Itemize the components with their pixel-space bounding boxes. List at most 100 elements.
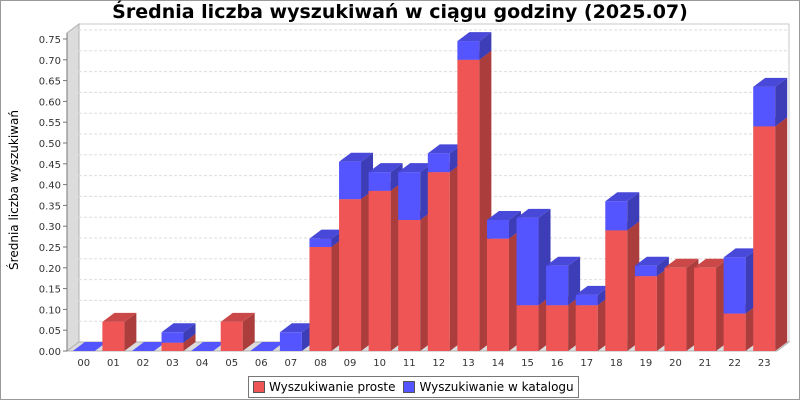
- x-tick-label: 02: [137, 358, 150, 369]
- bar-simple-front: [368, 190, 391, 351]
- bar-simple-front: [546, 305, 569, 351]
- y-tick-label: 0.55: [39, 118, 61, 129]
- bar-catalog-side: [775, 77, 788, 127]
- bar-catalog-top: [309, 229, 344, 239]
- y-tick-label: 0.35: [39, 201, 61, 212]
- y-tick-label: 0.00: [39, 347, 61, 358]
- bar-simple-front: [516, 305, 539, 351]
- legend-item-catalog: Wyszukiwanie w katalogu: [403, 380, 574, 394]
- bar-catalog-front: [605, 201, 628, 231]
- bar-simple-side: [242, 312, 255, 351]
- gridline-side: [66, 216, 80, 227]
- bar-catalog-top: [427, 144, 462, 154]
- bar-catalog-front: [161, 332, 184, 343]
- gridline-side: [66, 71, 80, 81]
- legend-swatch-simple: [253, 381, 265, 393]
- bar-catalog-top: [753, 77, 788, 87]
- y-tick-label: 0.10: [39, 305, 61, 316]
- x-tick-label: 21: [699, 358, 712, 369]
- gridline-side: [66, 195, 80, 206]
- bar-catalog-front: [309, 238, 332, 247]
- y-tick-label: 0.75: [39, 35, 61, 46]
- bar-catalog-top: [339, 152, 374, 162]
- gridline-side: [66, 299, 80, 310]
- gridline-side: [66, 92, 80, 102]
- gridline-side: [66, 258, 80, 269]
- gridline-side: [66, 29, 80, 40]
- gridline-side: [66, 112, 80, 123]
- x-tick-label: 03: [166, 358, 179, 369]
- bar-simple-front: [427, 172, 450, 351]
- bar-zero-top: [131, 342, 166, 351]
- bar-catalog-side: [479, 32, 492, 60]
- gridline-side: [66, 320, 80, 331]
- x-tick-label: 08: [314, 358, 327, 369]
- y-tick-label: 0.45: [39, 160, 61, 171]
- y-tick-label: 0.65: [39, 77, 61, 88]
- bar-zero-top: [72, 342, 107, 351]
- y-tick-label: 0.25: [39, 243, 61, 254]
- bar-catalog-top: [161, 323, 196, 333]
- bar-catalog-top: [368, 163, 403, 173]
- x-tick-label: 10: [373, 358, 386, 369]
- bar-catalog-front: [339, 161, 362, 200]
- x-tick-label: 17: [580, 358, 593, 369]
- x-tick-label: 01: [107, 358, 120, 369]
- bar-simple-side: [183, 333, 196, 351]
- bar-simple-front: [398, 219, 421, 351]
- y-tick-label: 0.70: [39, 56, 61, 67]
- gridline-side: [66, 279, 80, 290]
- bar-catalog-top: [457, 32, 492, 42]
- bar-simple-top: [664, 258, 699, 268]
- bar-catalog-top: [398, 163, 433, 173]
- bar-simple-front: [664, 267, 687, 351]
- x-tick-label: 11: [403, 358, 416, 369]
- x-tick-label: 13: [462, 358, 475, 369]
- bar-catalog-top: [634, 256, 669, 266]
- bar-catalog-top: [546, 256, 581, 266]
- bar-catalog-front: [753, 86, 776, 127]
- bar-catalog-front: [457, 41, 480, 60]
- bar-catalog-top: [516, 208, 551, 218]
- bar-catalog-side: [568, 256, 581, 306]
- x-tick-label: 06: [255, 358, 268, 369]
- gridline-side: [66, 175, 80, 186]
- bar-simple-front: [102, 321, 125, 351]
- y-tick-label: 0.30: [39, 222, 61, 233]
- x-tick-label: 12: [432, 358, 445, 369]
- x-axis-ticks: 00 01 02 03 04 05 06 07 08 09 10 11 12 13 14 15 16 17 18 19…: [77, 358, 770, 369]
- x-tick-label: 23: [758, 358, 771, 369]
- bar-catalog-front: [723, 257, 746, 314]
- bar-simple-front: [309, 247, 332, 351]
- legend-label-catalog: Wyszukiwanie w katalogu: [419, 380, 574, 394]
- bar-catalog-top: [279, 323, 314, 333]
- legend-label-simple: Wyszukiwanie proste: [269, 380, 396, 394]
- gridline-side: [66, 133, 80, 144]
- x-tick-label: 07: [285, 358, 298, 369]
- bar-catalog-side: [183, 323, 196, 343]
- bar-simple-front: [753, 126, 776, 351]
- bar-simple-front: [486, 238, 509, 351]
- bar-catalog-top: [723, 248, 758, 258]
- bar-simple-top: [220, 312, 255, 322]
- x-tick-label: 22: [728, 358, 741, 369]
- bar-simple-front: [220, 321, 243, 351]
- bar-catalog-front: [575, 294, 598, 306]
- bar-catalog-front: [546, 265, 569, 306]
- bar-catalog-top: [605, 192, 640, 202]
- bar-simple-front: [575, 305, 598, 351]
- bar-catalog-front: [368, 172, 391, 191]
- bar-simple-front: [161, 342, 184, 351]
- bar-catalog-side: [627, 192, 640, 231]
- x-tick-label: 00: [77, 358, 90, 369]
- bar-catalog-front: [634, 265, 657, 277]
- x-tick-label: 19: [640, 358, 653, 369]
- bar-simple-front: [694, 267, 717, 351]
- y-axis-ticks: 0.00 0.05 0.10 0.15 0.20 0.25 0.30 0.35 0.40 0.45…: [39, 33, 68, 358]
- bar-simple-top: [694, 258, 729, 268]
- bar-simple-front: [605, 230, 628, 351]
- bar-catalog-front: [486, 219, 509, 239]
- chart-title: Średnia liczba wyszukiwań w ciągu godzin…: [112, 1, 688, 23]
- bar-catalog-top: [575, 285, 610, 295]
